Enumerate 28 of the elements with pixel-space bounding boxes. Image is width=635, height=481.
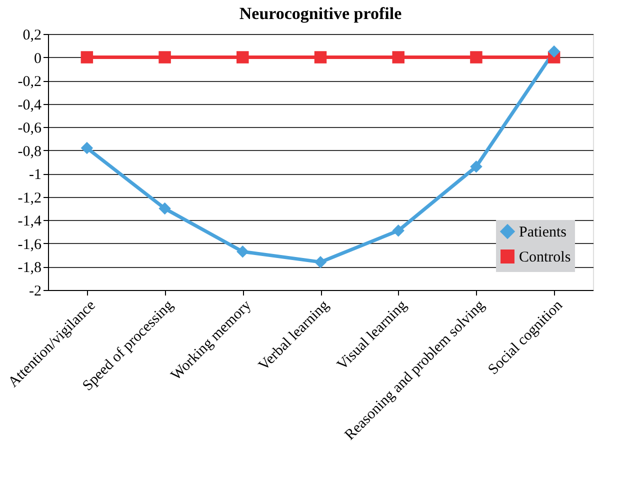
point bbox=[158, 202, 171, 215]
y-tick-label: -2 bbox=[29, 284, 42, 300]
point bbox=[392, 224, 404, 237]
point bbox=[470, 51, 482, 64]
point bbox=[470, 160, 482, 173]
point bbox=[80, 51, 94, 64]
y-tick-label: -0,8 bbox=[18, 144, 42, 160]
point bbox=[236, 51, 249, 64]
point bbox=[80, 142, 94, 154]
point bbox=[158, 51, 171, 64]
y-tick-label: 0,2 bbox=[22, 28, 42, 44]
point bbox=[392, 51, 404, 64]
y-tick-label: -1 bbox=[29, 167, 42, 184]
y-tick-label: 0 bbox=[34, 50, 42, 67]
y-tick-label: -1,4 bbox=[18, 214, 42, 230]
y-tick-label: -0,2 bbox=[18, 74, 42, 90]
y-tick-label: -1,2 bbox=[18, 190, 42, 206]
point bbox=[314, 256, 327, 268]
legend-label: Controls bbox=[519, 250, 571, 266]
point bbox=[236, 245, 249, 258]
y-tick-label: -1,8 bbox=[18, 260, 42, 276]
y-tick-label: -0,6 bbox=[18, 120, 42, 137]
y-tick-label: -0,4 bbox=[18, 97, 42, 114]
point bbox=[548, 45, 560, 58]
y-tick-label: -1,6 bbox=[18, 236, 42, 253]
chart-title: Neurocognitive profile bbox=[239, 4, 402, 23]
point bbox=[314, 51, 327, 64]
legend-label: Patients bbox=[519, 224, 567, 240]
